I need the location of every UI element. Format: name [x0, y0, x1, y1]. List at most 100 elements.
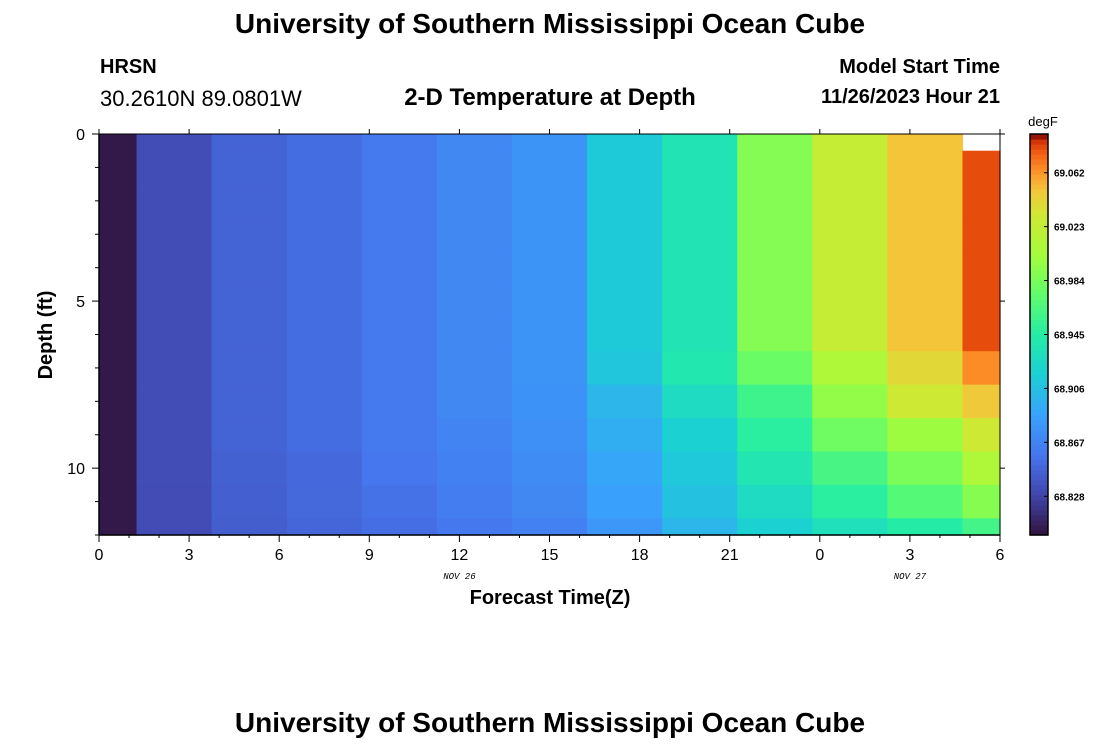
- x-tick-label: 6: [275, 547, 284, 564]
- heatmap-cell: [511, 134, 588, 152]
- heatmap-cell: [737, 317, 813, 352]
- heatmap-cell: [286, 418, 363, 453]
- heatmap-cell: [136, 134, 213, 152]
- heatmap-cell: [361, 317, 438, 352]
- heatmap-cell: [211, 384, 288, 419]
- heatmap-cell: [511, 384, 588, 419]
- colorbar-segment: [1030, 179, 1048, 185]
- colorbar-segment: [1030, 524, 1048, 531]
- colorbar-segment: [1030, 384, 1048, 391]
- colorbar-segment: [1030, 144, 1048, 150]
- colorbar-segment: [1030, 449, 1048, 456]
- heatmap-cell: [662, 250, 738, 285]
- colorbar-segment: [1030, 379, 1048, 386]
- heatmap-cell: [887, 250, 964, 285]
- heatmap-cell: [99, 351, 138, 386]
- heatmap-cell: [136, 317, 213, 352]
- heatmap-cell: [361, 150, 438, 185]
- heatmap-cell: [136, 217, 213, 252]
- heatmap-cell: [361, 384, 438, 419]
- heatmap-cell: [737, 451, 813, 486]
- station-coords: 30.2610N 89.0801W: [100, 86, 302, 111]
- x-tick-label: 15: [541, 547, 559, 564]
- colorbar-segment: [1030, 279, 1048, 285]
- heatmap-cell: [587, 284, 663, 319]
- heatmap-cell: [887, 484, 964, 519]
- heatmap-cell: [511, 317, 588, 352]
- heatmap-cell: [286, 217, 363, 252]
- heatmap-cell: [211, 150, 288, 185]
- heatmap-cell: [511, 518, 588, 536]
- colorbar-segment: [1030, 409, 1048, 416]
- heatmap-cell: [286, 384, 363, 419]
- y-axis-label: Depth (ft): [35, 291, 57, 380]
- heatmap-cell: [99, 484, 138, 519]
- heatmap-cell: [962, 418, 1001, 453]
- colorbar-segment: [1030, 424, 1048, 431]
- heatmap-cell: [737, 384, 813, 419]
- colorbar-tick-label: 68.828: [1054, 492, 1085, 503]
- colorbar-segment: [1030, 469, 1048, 476]
- heatmap-cell: [812, 384, 888, 419]
- heatmap-cell: [887, 150, 964, 185]
- heatmap-cell: [962, 384, 1001, 419]
- heatmap-cell: [887, 284, 964, 319]
- heatmap-cell: [662, 317, 738, 352]
- colorbar-segment: [1030, 294, 1048, 301]
- colorbar-segment: [1030, 444, 1048, 451]
- heatmap-cell: [662, 518, 738, 536]
- heatmap-cell: [737, 418, 813, 453]
- heatmap-cell: [737, 351, 813, 386]
- heatmap-cell: [511, 451, 588, 486]
- heatmap-cell: [136, 418, 213, 453]
- heatmap-cell: [662, 484, 738, 519]
- heatmap-cell: [211, 451, 288, 486]
- heatmap-cell: [587, 134, 663, 152]
- colorbar-segment: [1030, 164, 1048, 170]
- heatmap-cell: [211, 484, 288, 519]
- heatmap-cell: [511, 184, 588, 219]
- heatmap-cell: [361, 484, 438, 519]
- colorbar-segment: [1030, 139, 1048, 145]
- heatmap-cell: [436, 184, 513, 219]
- x-tick-label: 6: [996, 547, 1005, 564]
- colorbar-segment: [1030, 244, 1048, 250]
- colorbar-segment: [1030, 529, 1048, 536]
- heatmap-cell: [737, 134, 813, 152]
- heatmap-cell: [286, 484, 363, 519]
- y-tick-label: 0: [76, 127, 85, 144]
- date-label: NOV 26: [443, 572, 476, 582]
- colorbar-tick-label: 68.945: [1054, 331, 1085, 342]
- heatmap-cell: [737, 150, 813, 185]
- heatmap-cell: [211, 134, 288, 152]
- colorbar-segment: [1030, 184, 1048, 190]
- colorbar-segment: [1030, 339, 1048, 346]
- colorbar-tick-label: 68.867: [1054, 438, 1085, 449]
- heatmap-cell: [962, 484, 1001, 519]
- heatmap-cell: [211, 184, 288, 219]
- colorbar-segment: [1030, 414, 1048, 421]
- heatmap-cell: [511, 351, 588, 386]
- colorbar-segment: [1030, 514, 1048, 521]
- heatmap-cell: [662, 150, 738, 185]
- heatmap-cell: [587, 418, 663, 453]
- heatmap-cell: [887, 418, 964, 453]
- chart-axes: 0 3 6 9 12 15 18 21 0 3 6 NOV 26 NOV 27 0 5 10: [67, 127, 1005, 582]
- heatmap-cell: [436, 384, 513, 419]
- heatmap-cell: [361, 418, 438, 453]
- heatmap-cell: [99, 284, 138, 319]
- colorbar-segment: [1030, 314, 1048, 321]
- heatmap-cell: [361, 451, 438, 486]
- colorbar-tick-label: 69.062: [1054, 169, 1085, 180]
- heatmap-cell: [812, 217, 888, 252]
- heatmap-cell: [286, 184, 363, 219]
- heatmap-cell: [737, 217, 813, 252]
- heatmap-cell: [436, 451, 513, 486]
- heatmap-cell: [436, 418, 513, 453]
- heatmap-cell: [962, 184, 1001, 219]
- heatmap-cell: [962, 451, 1001, 486]
- heatmap-cell: [211, 351, 288, 386]
- heatmap-cell: [812, 484, 888, 519]
- colorbar-segment: [1030, 194, 1048, 200]
- colorbar-segment: [1030, 309, 1048, 316]
